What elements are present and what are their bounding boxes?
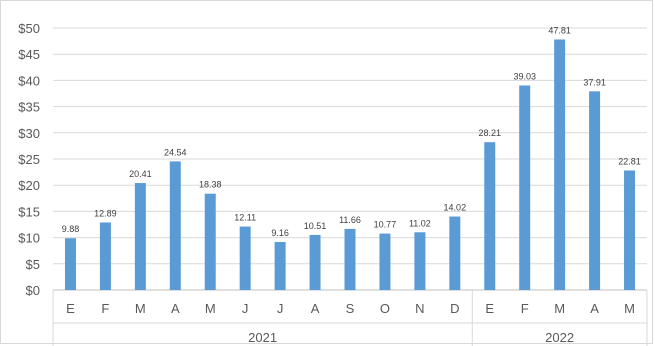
data-label: 39.03 — [513, 71, 536, 81]
y-tick-label: $10 — [18, 231, 40, 246]
data-label: 20.41 — [129, 169, 152, 179]
y-tick-label: $25 — [18, 152, 40, 167]
bar — [134, 183, 146, 290]
bar — [309, 234, 321, 290]
y-tick-label: $50 — [18, 21, 40, 36]
bar — [624, 170, 636, 290]
data-label: 12.11 — [234, 213, 256, 223]
data-label: 28.21 — [478, 128, 501, 138]
x-tick-label: D — [450, 301, 459, 316]
bar — [274, 242, 286, 290]
data-label: 10.51 — [304, 221, 327, 231]
data-label: 11.02 — [409, 218, 431, 228]
data-label: 10.77 — [374, 220, 397, 230]
x-tick-label: A — [171, 301, 180, 316]
data-label: 9.16 — [271, 228, 289, 238]
x-tick-label: M — [624, 301, 635, 316]
x-tick-label: F — [101, 301, 109, 316]
x-tick-label: N — [415, 301, 424, 316]
bar — [519, 85, 531, 290]
data-label: 24.54 — [164, 147, 187, 157]
bar — [204, 193, 216, 290]
data-label: 11.66 — [339, 215, 361, 225]
group-label: 2022 — [545, 330, 574, 345]
x-tick-label: E — [485, 301, 494, 316]
x-tick-label: F — [521, 301, 529, 316]
bar — [414, 232, 426, 290]
x-tick-label: A — [311, 301, 320, 316]
y-tick-label: $45 — [18, 47, 40, 62]
x-tick-label: M — [205, 301, 216, 316]
bar — [484, 142, 496, 290]
y-tick-label: $20 — [18, 178, 40, 193]
x-tick-label: O — [380, 301, 390, 316]
bar — [64, 238, 76, 290]
data-label: 14.02 — [444, 203, 467, 213]
data-label: 9.88 — [62, 224, 80, 234]
y-tick-label: $40 — [18, 73, 40, 88]
data-label: 22.81 — [618, 156, 641, 166]
bar — [379, 233, 391, 290]
bar — [169, 161, 181, 290]
x-tick-label: M — [554, 301, 565, 316]
data-label: 12.89 — [94, 208, 117, 218]
x-tick-label: S — [346, 301, 355, 316]
bar — [239, 226, 251, 290]
data-label: 47.81 — [548, 25, 571, 35]
bar — [554, 39, 566, 290]
y-tick-label: $15 — [18, 204, 40, 219]
y-tick-label: $5 — [26, 257, 40, 272]
y-tick-label: $35 — [18, 100, 40, 115]
bar — [449, 216, 461, 290]
y-tick-label: $30 — [18, 126, 40, 141]
x-tick-label: A — [590, 301, 599, 316]
y-tick-label: $0 — [26, 283, 40, 298]
x-tick-label: M — [135, 301, 146, 316]
x-tick-label: J — [242, 301, 249, 316]
group-label: 2021 — [248, 330, 277, 345]
data-label: 37.91 — [583, 77, 606, 87]
bar — [344, 228, 356, 290]
x-tick-label: J — [277, 301, 284, 316]
bar — [99, 222, 111, 290]
bar — [589, 91, 601, 291]
x-tick-label: E — [66, 301, 75, 316]
data-label: 18.38 — [199, 180, 222, 190]
